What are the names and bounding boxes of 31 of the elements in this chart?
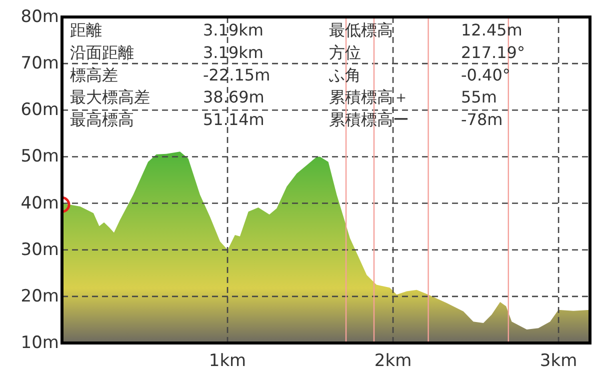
annotation: 累積標高ー <box>329 110 409 130</box>
annotation: 51.14m <box>203 110 264 130</box>
annotation: 累積標高＋ <box>329 88 409 107</box>
annotation: 3.19km <box>203 42 264 62</box>
x-tick-label: 3km <box>540 351 578 371</box>
y-tick-label: 30m <box>20 240 59 260</box>
y-tick-label: 50m <box>20 146 59 167</box>
y-tick-label: 80m <box>20 7 59 27</box>
annotation: 最高標高 <box>70 110 134 130</box>
annotation: -0.40° <box>461 65 510 84</box>
annotation: 55m <box>461 88 497 107</box>
x-tick-label: 1km <box>208 351 246 371</box>
annotation: 沿面距離 <box>70 42 134 62</box>
annotation: 最低標高 <box>329 20 393 40</box>
annotation: 12.45m <box>461 20 522 40</box>
annotation: -78m <box>461 110 503 130</box>
annotation: 3.19km <box>203 20 264 40</box>
annotation: 38.69m <box>203 88 264 107</box>
annotation: 距離 <box>70 20 102 40</box>
x-tick-label: 2km <box>374 351 412 371</box>
annotation: 最大標高差 <box>70 88 150 107</box>
annotation: ふ角 <box>328 65 361 84</box>
y-tick-label: 60m <box>20 100 59 120</box>
y-tick-label: 40m <box>20 193 59 214</box>
annotation: 方位 <box>329 42 361 62</box>
y-tick-label: 10m <box>20 333 59 353</box>
y-tick-label: 70m <box>20 54 59 74</box>
annotation: 標高差 <box>70 65 118 84</box>
annotation: -22.15m <box>203 65 270 84</box>
y-tick-label: 20m <box>20 286 59 306</box>
annotation: 217.19° <box>461 42 525 62</box>
